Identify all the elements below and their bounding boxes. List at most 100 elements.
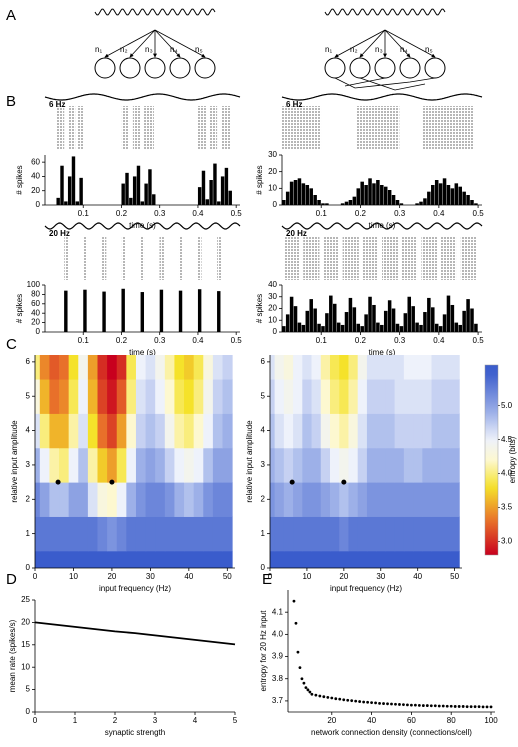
heat-cell	[164, 550, 175, 568]
raster-band	[342, 236, 359, 280]
x-tick-label: 0.4	[192, 336, 204, 345]
y-tick-label: 5	[26, 391, 31, 400]
heat-cell	[135, 516, 147, 552]
heat-cell	[155, 516, 166, 552]
y-tick-label: 0	[273, 327, 278, 336]
weight-label: n₁	[325, 45, 332, 54]
heat-cell	[203, 379, 214, 414]
heat-cell	[174, 516, 185, 552]
heat-cell	[403, 355, 414, 380]
bar	[321, 326, 325, 332]
heat-cell	[311, 550, 322, 568]
point	[394, 702, 397, 706]
heat-cell	[107, 413, 118, 449]
heat-cell	[203, 447, 214, 483]
heat-cell	[87, 413, 98, 449]
bar	[317, 323, 321, 332]
heat-cell	[116, 447, 127, 483]
point	[429, 704, 433, 708]
bar	[60, 165, 64, 205]
bar	[431, 185, 435, 205]
raster-band	[140, 236, 145, 280]
heat-cell	[174, 379, 185, 414]
input-wave	[281, 222, 483, 230]
y-axis-label: relative input amplitude	[10, 420, 19, 503]
point	[109, 479, 115, 485]
point	[302, 681, 306, 685]
bar	[434, 180, 439, 205]
x-axis-label: input frequency (Hz)	[99, 584, 171, 593]
bar	[407, 296, 412, 332]
heat-cell	[212, 447, 223, 483]
heat-cell	[320, 447, 331, 483]
x-tick-label: 10	[69, 572, 78, 581]
bar	[309, 188, 313, 205]
bar	[102, 291, 106, 332]
x-tick-label: 0.5	[231, 336, 243, 345]
bar	[129, 197, 133, 205]
heat-cell	[49, 447, 60, 483]
y-axis-label: # spikes	[255, 165, 264, 194]
bar	[152, 194, 156, 205]
neuron	[169, 57, 191, 79]
heat-cell	[222, 447, 233, 483]
heat-cell	[422, 516, 433, 552]
x-tick-label: 40	[367, 716, 376, 725]
heat-cell	[135, 447, 147, 483]
bar	[380, 324, 384, 332]
heat-cell	[293, 413, 303, 449]
y-tick-label: 15	[21, 640, 30, 649]
heat-cell	[107, 482, 118, 517]
heat-cell	[116, 550, 127, 568]
heat-cell	[49, 516, 60, 552]
heat-cell	[330, 516, 340, 552]
y-tick-label: 4.1	[272, 607, 284, 616]
x-tick-label: 2	[113, 716, 118, 725]
y-tick-label: 0	[36, 327, 41, 336]
heat-cell	[450, 550, 460, 568]
point	[410, 703, 413, 707]
y-tick-label: 3.8	[272, 674, 284, 683]
heat-cell	[203, 516, 214, 552]
raster-band	[283, 236, 300, 280]
weight-label: n₄	[400, 45, 408, 54]
bar	[136, 165, 141, 205]
heat-cell	[450, 447, 460, 483]
heat-cell	[39, 482, 50, 517]
heat-cell	[35, 413, 41, 449]
heat-cell	[413, 516, 423, 552]
y-tick-label: 100	[27, 280, 41, 289]
bar	[470, 200, 474, 205]
heat-cell	[78, 447, 89, 483]
y-axis-label: entropy for 20 Hz input	[259, 610, 268, 692]
bar	[313, 308, 317, 332]
bar	[474, 323, 478, 332]
bar	[125, 172, 129, 205]
raster-band	[144, 106, 154, 150]
bar	[293, 180, 298, 205]
point	[318, 694, 322, 698]
x-tick-label: 0.1	[78, 336, 90, 345]
bar	[297, 178, 302, 205]
y-tick-label: 0	[261, 563, 266, 572]
point	[386, 702, 389, 706]
heat-cell	[174, 447, 185, 483]
input-wave	[44, 93, 241, 101]
heat-cell	[212, 482, 223, 517]
heat-cell	[49, 379, 60, 414]
heat-cell	[403, 447, 414, 483]
heat-cell	[348, 355, 359, 380]
bar	[434, 323, 439, 332]
heat-cell	[385, 482, 396, 517]
x-axis-label: input frequency (Hz)	[330, 584, 402, 593]
x-tick-label: 60	[407, 716, 416, 725]
x-tick-label: 0.2	[116, 209, 128, 218]
x-tick-label: 10	[302, 572, 311, 581]
heat-cell	[320, 516, 331, 552]
heat-cell	[193, 550, 204, 568]
neuron	[324, 57, 346, 79]
weight-label: n₃	[375, 45, 383, 54]
heat-cell	[357, 413, 368, 449]
heat-cell	[394, 379, 405, 414]
heat-cell	[222, 516, 233, 552]
